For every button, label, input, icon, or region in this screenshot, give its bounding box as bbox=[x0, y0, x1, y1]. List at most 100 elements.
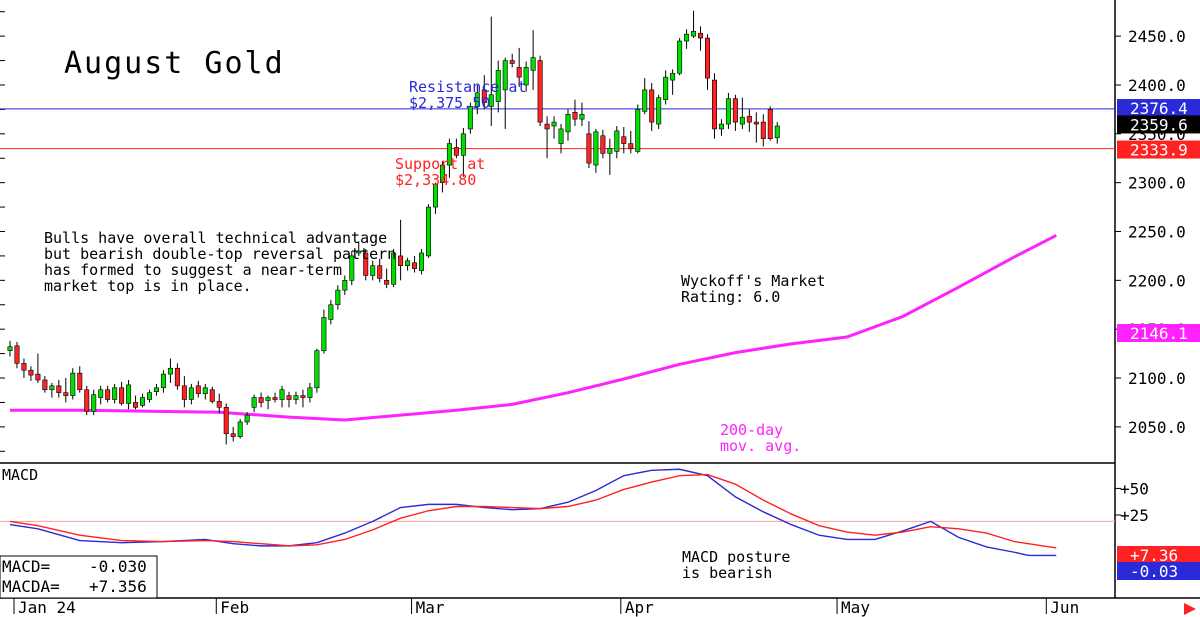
candle bbox=[509, 53, 515, 68]
candle-body-up bbox=[167, 367, 173, 375]
macd-tag-box bbox=[1117, 546, 1200, 564]
commentary-line4: market top is in place. bbox=[44, 277, 252, 295]
candle bbox=[732, 94, 738, 131]
candle-body-up bbox=[91, 394, 97, 412]
candle bbox=[670, 69, 676, 95]
candle-body-down bbox=[481, 89, 487, 103]
candle bbox=[251, 394, 257, 413]
candle bbox=[753, 112, 759, 143]
candle-body-up bbox=[321, 317, 327, 351]
candle bbox=[425, 204, 431, 258]
candle bbox=[63, 378, 69, 403]
candle bbox=[635, 104, 641, 154]
candle bbox=[293, 391, 299, 405]
candle-body-up bbox=[328, 304, 334, 320]
candle bbox=[321, 309, 327, 354]
price-tag-box bbox=[1117, 323, 1200, 342]
candle-body-down bbox=[230, 433, 236, 437]
candle-body-up bbox=[467, 106, 473, 130]
candle bbox=[614, 126, 620, 159]
candle bbox=[760, 114, 766, 147]
candle-body-up bbox=[663, 76, 669, 100]
candle bbox=[140, 393, 146, 408]
candle-body-up bbox=[691, 30, 697, 37]
candle bbox=[126, 379, 132, 410]
candle-body-down bbox=[586, 133, 592, 164]
macd-tick-label: +50 bbox=[1120, 479, 1149, 498]
candle bbox=[98, 385, 104, 405]
candle bbox=[237, 419, 243, 439]
candle-body-up bbox=[49, 385, 55, 391]
candle bbox=[572, 99, 578, 127]
macd-tag-label: -0.03 bbox=[1130, 562, 1178, 581]
candle bbox=[439, 161, 445, 193]
candle-body-down bbox=[133, 402, 139, 408]
candle-body-up bbox=[160, 373, 166, 389]
candle bbox=[244, 412, 250, 425]
macd-readout-label: MACD= bbox=[2, 557, 50, 576]
candle-body-up bbox=[739, 116, 745, 125]
candle-body-down bbox=[28, 369, 34, 376]
candle-body-down bbox=[286, 395, 292, 400]
candle bbox=[419, 249, 425, 275]
candle bbox=[216, 393, 222, 414]
commentary-line1: Bulls have overall technical advantage bbox=[44, 229, 387, 247]
candle-body-up bbox=[244, 414, 250, 423]
candle bbox=[698, 26, 704, 51]
date-tick-label: Feb bbox=[220, 598, 249, 617]
scroll-right-icon[interactable] bbox=[1184, 603, 1196, 615]
candle bbox=[621, 126, 627, 154]
candle-body-up bbox=[579, 113, 585, 120]
candle-body-down bbox=[377, 265, 383, 279]
candle-body-down bbox=[711, 79, 717, 130]
candle bbox=[649, 83, 655, 131]
candle-body-up bbox=[774, 125, 780, 139]
price-tick-label: 2300.0 bbox=[1128, 174, 1186, 193]
candle-body-up bbox=[432, 184, 438, 208]
candle bbox=[767, 106, 773, 141]
candle-body-up bbox=[670, 72, 676, 81]
candle bbox=[530, 30, 536, 90]
date-tick-label: Apr bbox=[625, 598, 654, 617]
candle-body-down bbox=[195, 385, 201, 394]
candle-body-down bbox=[105, 389, 111, 400]
candle-body-up bbox=[188, 387, 194, 400]
candle-body-up bbox=[126, 384, 132, 404]
price-tick-label: 2400.0 bbox=[1128, 76, 1186, 95]
candle bbox=[7, 340, 13, 357]
candle-body-down bbox=[384, 280, 390, 285]
candle-body-up bbox=[265, 397, 271, 401]
candle bbox=[307, 382, 313, 403]
candle bbox=[725, 92, 731, 129]
resistance-label-line1: Resistance at bbox=[409, 78, 526, 96]
candle bbox=[335, 285, 341, 310]
macd-note-line1: MACD posture bbox=[682, 548, 790, 566]
candle-body-down bbox=[746, 115, 752, 123]
macd-note-line2: is bearish bbox=[682, 564, 772, 582]
candle bbox=[488, 16, 494, 127]
candle bbox=[398, 219, 404, 281]
candle bbox=[739, 97, 745, 129]
candle-body-down bbox=[412, 262, 418, 269]
candle bbox=[391, 249, 397, 288]
price-tag-box bbox=[1117, 115, 1200, 134]
candle bbox=[544, 116, 550, 159]
candle-body-up bbox=[202, 387, 208, 394]
candle bbox=[28, 366, 34, 381]
candle bbox=[516, 47, 522, 87]
macd-value-tags: +7.36-0.03 bbox=[1117, 546, 1200, 581]
candle bbox=[230, 426, 236, 442]
candle bbox=[258, 392, 264, 408]
candle bbox=[558, 124, 564, 154]
candle bbox=[691, 10, 697, 39]
candle bbox=[356, 241, 362, 256]
candle-body-down bbox=[753, 121, 759, 125]
candle-body-down bbox=[704, 37, 710, 79]
candle bbox=[300, 389, 306, 408]
candle bbox=[314, 348, 320, 393]
candle-body-down bbox=[181, 385, 187, 400]
readout-box bbox=[0, 555, 158, 599]
candle-body-up bbox=[488, 94, 494, 107]
candle-body-down bbox=[649, 89, 655, 123]
candle-body-up bbox=[419, 252, 425, 271]
